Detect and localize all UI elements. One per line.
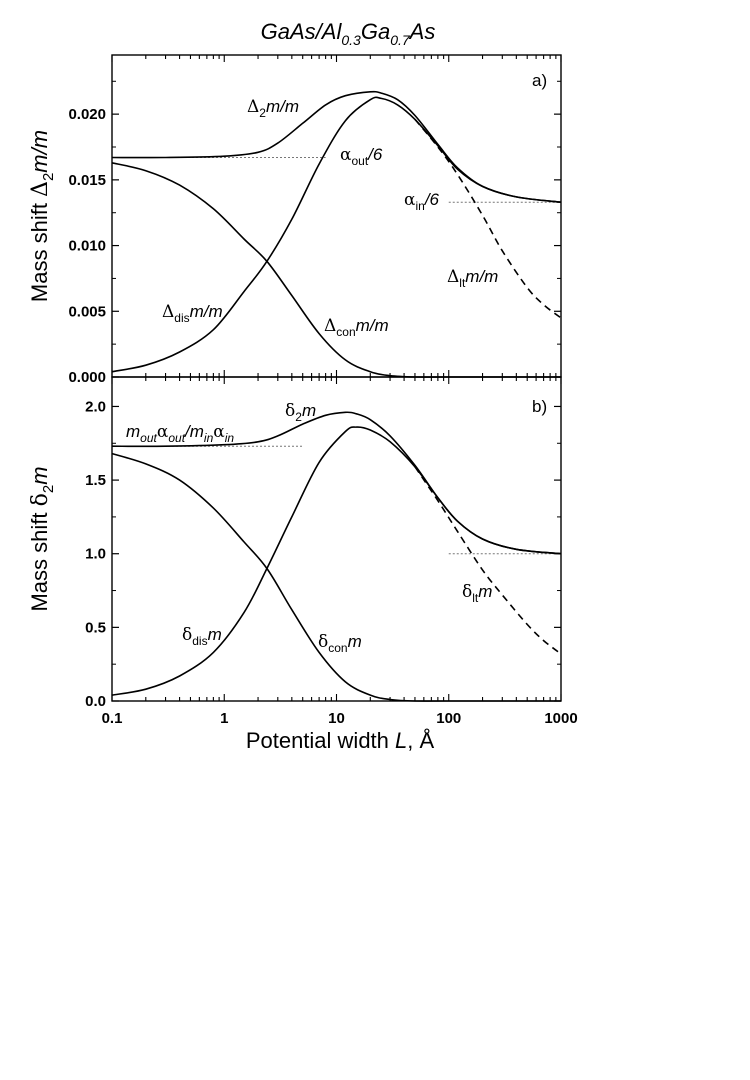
series-line-a-con-m-m: [111, 96, 562, 373]
x-tick-label: 1000: [544, 710, 577, 727]
x-tick-label: 1: [220, 710, 228, 727]
label-a-alpha-in: αin/6: [404, 190, 440, 213]
series-line-a-lt-m-m: [414, 118, 562, 319]
panel-a-ticks: 0.000 0.005 0.010 0.015 0.020: [68, 55, 562, 386]
panel-a-marker: a): [532, 71, 547, 90]
x-tick-label: 10: [328, 710, 345, 727]
y-tick-label-b: 2.0: [85, 398, 106, 415]
y-tick-label-a: 0.005: [68, 303, 106, 320]
label-b-lt: δltm: [462, 582, 492, 605]
panel-b-ticks: 0.0 0.5 1.0 1.5 2.0 0.1 1 10 100 1000: [85, 377, 578, 727]
panel-b-ylabel: Mass shift δ2m: [27, 466, 57, 611]
label-a-alpha-out: αout/6: [340, 145, 383, 168]
series-line-b-lt-m: [414, 466, 562, 655]
label-b-dis: δdism: [182, 625, 222, 648]
label-a-total: Δ2m/m: [247, 97, 299, 120]
panel-a-reference-lines: [112, 157, 561, 203]
y-tick-label-b: 0.5: [85, 619, 106, 636]
y-tick-label-a: 0.000: [68, 369, 106, 386]
panel-a-curves: [111, 90, 562, 378]
label-b-con: δconm: [318, 632, 362, 655]
y-tick-label-b: 0.0: [85, 693, 106, 710]
y-tick-label-a: 0.015: [68, 172, 106, 189]
x-tick-label: 100: [436, 710, 461, 727]
y-tick-label-b: 1.0: [85, 546, 106, 563]
label-a-con: Δconm/m: [324, 316, 389, 339]
label-b-total: δ2m: [285, 401, 316, 424]
y-tick-label-a: 0.010: [68, 238, 106, 255]
series-line-a-dis-m-m: [111, 162, 561, 378]
x-axis-title: Potential width L, Å: [246, 728, 435, 753]
label-a-lt: Δltm/m: [447, 267, 498, 290]
panel-b-curves: [111, 411, 562, 702]
panel-b-marker: b): [532, 397, 547, 416]
y-tick-label-a: 0.020: [68, 106, 106, 123]
panel-a-ylabel: Mass shift Δ2m/m: [27, 130, 57, 302]
y-tick-label-b: 1.5: [85, 472, 106, 489]
series-line-b-con-m: [111, 426, 562, 696]
figure-title: GaAs/Al0.3Ga0.7As: [261, 19, 436, 48]
x-tick-label: 0.1: [102, 710, 123, 727]
panel-b-reference-lines: [112, 445, 561, 555]
label-b-ratio: moutαout/minαin: [126, 422, 234, 445]
series-line-b-dis-m: [111, 452, 561, 702]
label-a-dis: Δdism/m: [162, 302, 223, 325]
